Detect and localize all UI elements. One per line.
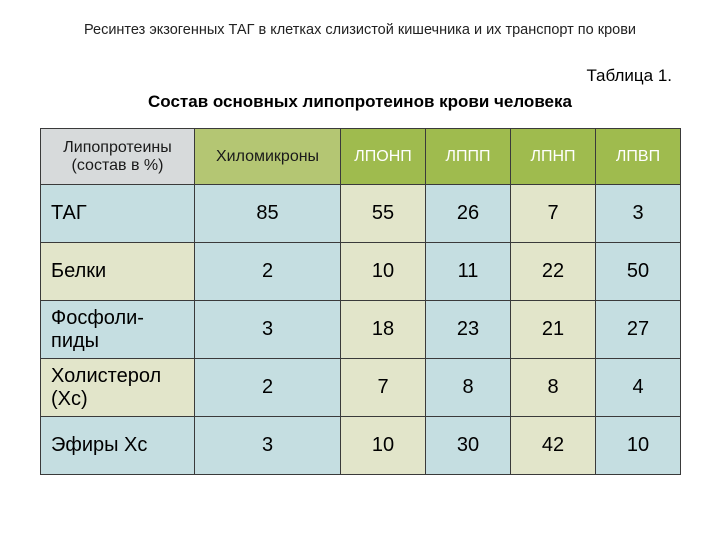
cell: 7 (341, 359, 426, 417)
cell: 26 (426, 185, 511, 243)
cell: 18 (341, 301, 426, 359)
table-number-label: Таблица 1. (40, 66, 672, 86)
cell: 8 (426, 359, 511, 417)
cell: 4 (596, 359, 681, 417)
cell: 2 (195, 359, 341, 417)
table-row: Фосфоли-пиды 3 18 23 21 27 (41, 301, 681, 359)
cell: 3 (195, 417, 341, 475)
cell: 23 (426, 301, 511, 359)
table-row: ТАГ 85 55 26 7 3 (41, 185, 681, 243)
cell: 22 (511, 243, 596, 301)
col-header-vldl: ЛПОНП (341, 129, 426, 185)
cell: 3 (596, 185, 681, 243)
cell: 30 (426, 417, 511, 475)
cell: 55 (341, 185, 426, 243)
cell: 10 (341, 417, 426, 475)
cell: 21 (511, 301, 596, 359)
col-header-chylomicrons: Хиломикроны (195, 129, 341, 185)
cell: 2 (195, 243, 341, 301)
row-label: ТАГ (41, 185, 195, 243)
cell: 8 (511, 359, 596, 417)
row-label: Белки (41, 243, 195, 301)
cell: 7 (511, 185, 596, 243)
table-header-row: Липопротеины (состав в %) Хиломикроны ЛП… (41, 129, 681, 185)
table-row: Холистерол (Хс) 2 7 8 8 4 (41, 359, 681, 417)
col-header-idl: ЛППП (426, 129, 511, 185)
row-label: Фосфоли-пиды (41, 301, 195, 359)
table-row: Белки 2 10 11 22 50 (41, 243, 681, 301)
col-header-lipoproteins: Липопротеины (состав в %) (41, 129, 195, 185)
cell: 3 (195, 301, 341, 359)
cell: 11 (426, 243, 511, 301)
col-header-hdl: ЛПВП (596, 129, 681, 185)
lipoprotein-table: Липопротеины (состав в %) Хиломикроны ЛП… (40, 128, 681, 475)
row-label: Эфиры Хс (41, 417, 195, 475)
cell: 50 (596, 243, 681, 301)
page-supertitle: Ресинтез экзогенных ТАГ в клетках слизис… (40, 22, 680, 38)
cell: 42 (511, 417, 596, 475)
col-header-ldl: ЛПНП (511, 129, 596, 185)
cell: 10 (596, 417, 681, 475)
cell: 27 (596, 301, 681, 359)
table-subtitle: Состав основных липопротеинов крови чело… (40, 92, 680, 112)
cell: 10 (341, 243, 426, 301)
row-label: Холистерол (Хс) (41, 359, 195, 417)
cell: 85 (195, 185, 341, 243)
table-row: Эфиры Хс 3 10 30 42 10 (41, 417, 681, 475)
